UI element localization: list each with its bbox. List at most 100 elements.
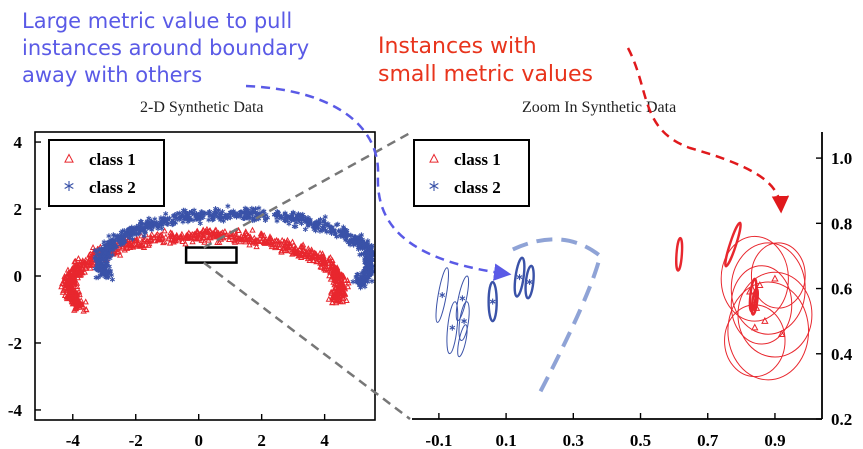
- blue-ellipse: [457, 324, 468, 358]
- red-annotation-arrow: [626, 47, 790, 214]
- class-2-point: [302, 226, 308, 232]
- class-2-point: [180, 211, 186, 217]
- class-1-point: [65, 293, 72, 300]
- class-2-point: [367, 243, 373, 249]
- class-1-point: [314, 258, 321, 265]
- class-1-point: [74, 303, 81, 310]
- legend-box: [48, 139, 165, 207]
- class-2-point: [354, 275, 360, 281]
- class-2-point: [317, 228, 323, 234]
- class-1-point: [334, 274, 341, 281]
- class-1-point: [276, 244, 283, 251]
- class-2-point: [461, 318, 467, 325]
- class-1-point: [162, 233, 169, 240]
- class-2-point: [161, 220, 167, 227]
- class-2-point: [246, 215, 252, 221]
- class-1-point: [242, 228, 249, 235]
- class-1-point: [193, 228, 200, 235]
- class-1-point: [281, 246, 289, 253]
- class-2-point: [173, 215, 179, 221]
- class-1-point: [318, 263, 325, 270]
- class-2-point: [108, 243, 114, 249]
- red-ellipse: [720, 235, 789, 322]
- class-2-point: [343, 236, 349, 242]
- blue-ellipse: [446, 301, 459, 355]
- x-tick-label: 0: [194, 431, 203, 449]
- decision-boundary-curve: [511, 237, 603, 394]
- class-1-point: [61, 272, 68, 279]
- y-tick-label: 2: [14, 200, 23, 219]
- class-1-point: [133, 235, 141, 242]
- red-ellipse: [727, 281, 810, 381]
- class-1-point: [201, 234, 208, 241]
- class-1-point: [289, 238, 296, 245]
- blue-annotation: Large metric value to pull instances aro…: [22, 9, 309, 87]
- class-2-point: [242, 215, 248, 221]
- zoom-region-box: [184, 246, 238, 264]
- class-1-point: [283, 243, 290, 250]
- class-2-point: [212, 213, 218, 219]
- class-1-point: [166, 239, 174, 246]
- class-1-point: [339, 288, 346, 295]
- class-2-point: [209, 217, 215, 223]
- class-2-point: [225, 203, 231, 209]
- class-2-point: [332, 231, 338, 237]
- class-1-point: [332, 277, 339, 284]
- class-1-point: [216, 238, 223, 245]
- blue-annotation-line-2: instances around boundary: [22, 36, 309, 60]
- class-1-point: [253, 237, 260, 244]
- class-1-point: [317, 263, 324, 270]
- x-tick-label: 0.7: [697, 431, 719, 449]
- class-2-point: [180, 219, 186, 225]
- legend-asterisk-marker: [64, 181, 74, 191]
- red-ellipse: [750, 242, 806, 309]
- class-1-point: [146, 237, 153, 244]
- class-1-point: [225, 236, 233, 243]
- class-1-point: [771, 274, 779, 282]
- legend-asterisk-marker: [429, 181, 439, 191]
- class-2-point: [137, 225, 143, 231]
- left-y-axis: 4 2 0 -2 -4: [8, 133, 41, 420]
- red-annotation-line-1: Instances with: [378, 34, 537, 59]
- class-1-point: [291, 245, 298, 252]
- class-1-point: [121, 246, 128, 253]
- blue-annotation-line-1: Large metric value to pull: [22, 9, 292, 33]
- class-1-point: [157, 236, 164, 243]
- red-ellipse: [730, 265, 793, 345]
- class-2-point: [126, 227, 132, 233]
- class-2-point: [103, 262, 109, 268]
- blue-ellipse: [487, 280, 498, 323]
- class-2-point: [99, 247, 105, 253]
- class-2-point: [366, 254, 372, 260]
- class-2-point: [299, 215, 305, 221]
- zoom-connector-bottom: [202, 261, 411, 420]
- class-1-point: [78, 264, 85, 271]
- y-tick-label: 1.0: [831, 149, 852, 168]
- class-1-point: [335, 273, 343, 280]
- class-2-point: [359, 251, 365, 257]
- right-chart-title: Zoom In Synthetic Data: [522, 99, 676, 116]
- right-y-axis: 1.0 0.8 0.6 0.4 0.2: [816, 149, 853, 429]
- class-1-point: [308, 254, 315, 261]
- class-1-point: [339, 271, 346, 278]
- class-2-point: [358, 285, 364, 291]
- x-tick-label: 4: [320, 431, 329, 449]
- class-1-point: [310, 257, 317, 264]
- class-1-point: [168, 229, 176, 236]
- class-2-point: [256, 205, 262, 211]
- class-1-point: [329, 262, 336, 269]
- left-chart-title: 2-D Synthetic Data: [140, 99, 264, 116]
- class-2-point: [363, 270, 369, 276]
- class-2-point: [305, 218, 312, 224]
- class-2-point: [489, 298, 496, 305]
- class-1-point: [210, 231, 217, 238]
- class-1-point: [189, 238, 196, 245]
- class-2-point: [153, 221, 159, 227]
- class-1-point: [305, 245, 312, 252]
- class-1-point: [83, 306, 90, 313]
- class-1-point: [752, 303, 761, 311]
- class-1-point: [88, 258, 95, 265]
- x-tick-label: 0.9: [764, 431, 785, 449]
- class-2-point: [104, 258, 110, 265]
- class-1-point: [75, 255, 82, 262]
